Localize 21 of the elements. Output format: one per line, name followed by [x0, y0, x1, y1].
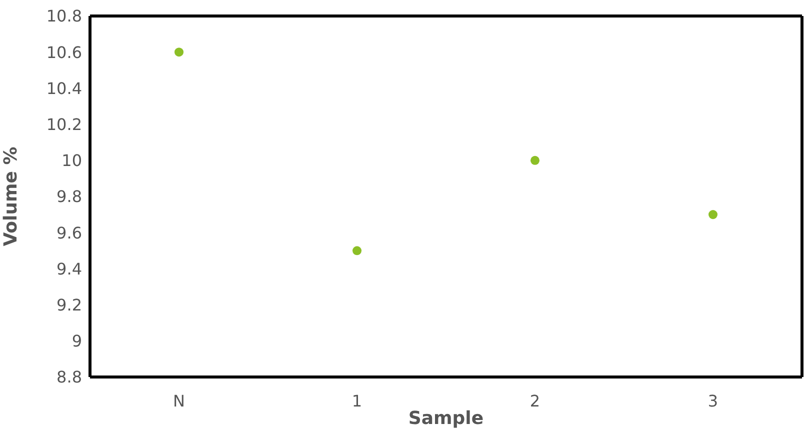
y-tick-label: 10 [62, 151, 82, 170]
x-tick-label: 1 [352, 391, 362, 410]
y-tick-label: 9.6 [56, 223, 82, 242]
x-tick-label: 3 [708, 391, 718, 410]
point [352, 246, 362, 256]
point [708, 210, 718, 220]
point [530, 156, 540, 165]
y-tick-label: 9 [72, 332, 82, 351]
x-tick-label: N [173, 391, 185, 410]
x-axis-title: Sample [408, 408, 484, 429]
y-tick-label: 9.2 [56, 295, 82, 314]
y-tick-label: 10.2 [46, 114, 82, 134]
x-tick-label: 2 [530, 391, 540, 410]
y-tick-label: 10.8 [46, 6, 82, 26]
y-tick-label: 9.4 [56, 259, 82, 278]
y-tick-label: 10.6 [46, 42, 82, 62]
point [174, 48, 184, 57]
y-tick-label: 10.4 [46, 78, 82, 98]
y-axis-title: Volume % [0, 146, 22, 246]
y-tick-label: 8.8 [56, 368, 82, 387]
y-tick-label: 9.8 [56, 187, 82, 206]
